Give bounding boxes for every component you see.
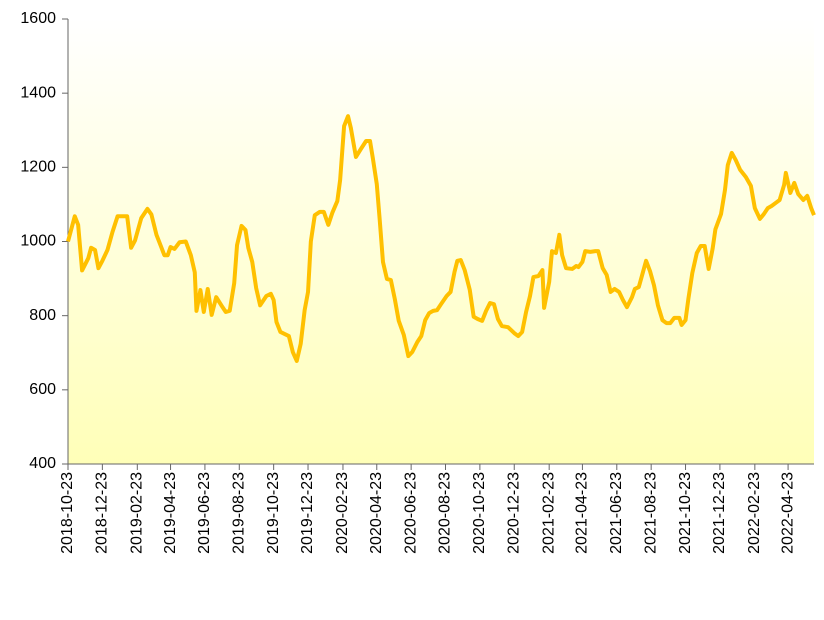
x-tick-label: 2020-10-23 [471, 472, 488, 554]
x-tick-label: 2019-08-23 [231, 472, 248, 554]
line-series [66, 114, 816, 363]
x-tick-label: 2020-04-23 [368, 472, 385, 554]
x-tick-label: 2020-06-23 [402, 472, 419, 554]
y-tick-label: 800 [29, 307, 56, 324]
x-tick-label: 2019-04-23 [162, 472, 179, 554]
y-tick-label: 1200 [20, 159, 56, 176]
y-tick-label: 1600 [20, 10, 56, 27]
x-tick-label: 2021-08-23 [642, 472, 659, 554]
x-tick-label: 2020-08-23 [437, 472, 454, 554]
plot-area [68, 19, 814, 464]
x-tick-label: 2019-06-23 [196, 472, 213, 554]
y-tick-label: 400 [29, 455, 56, 472]
x-tick-label: 2022-02-23 [746, 472, 763, 554]
x-tick-label: 2021-06-23 [608, 472, 625, 554]
x-tick-label: 2021-10-23 [677, 472, 694, 554]
x-tick-label: 2020-12-23 [505, 472, 522, 554]
x-tick-label: 2019-02-23 [129, 472, 146, 554]
x-tick-label: 2019-12-23 [299, 472, 316, 554]
x-tick-label: 2020-02-23 [334, 472, 351, 554]
x-tick-label: 2018-10-23 [59, 472, 76, 554]
y-tick-label: 1400 [20, 84, 56, 101]
x-tick-label: 2019-10-23 [265, 472, 282, 554]
x-tick-label: 2021-02-23 [540, 472, 557, 554]
x-tick-label: 2022-04-23 [779, 472, 796, 554]
x-tick-label: 2021-04-23 [574, 472, 591, 554]
y-tick-label: 1000 [20, 233, 56, 250]
y-tick-label: 600 [29, 381, 56, 398]
x-tick-label: 2021-12-23 [711, 472, 728, 554]
x-tick-label: 2018-12-23 [94, 472, 111, 554]
